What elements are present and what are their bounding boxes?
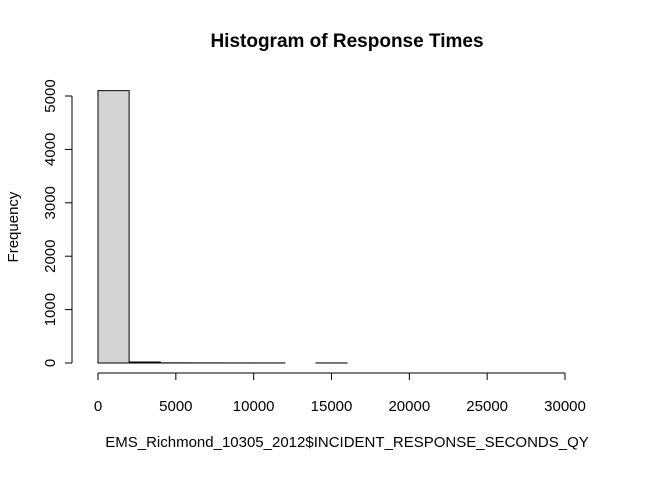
x-tick-label-0: 0 xyxy=(94,398,102,415)
y-tick-label-0: 0 xyxy=(42,359,59,367)
y-tick-label-5: 5000 xyxy=(42,79,59,112)
bars-layer xyxy=(98,91,347,363)
histogram-bar-0 xyxy=(98,91,129,363)
x-axis-label: EMS_Richmond_10305_2012$INCIDENT_RESPONS… xyxy=(105,434,589,451)
y-tick-label-3: 3000 xyxy=(42,186,59,219)
y-axis-label: Frequency xyxy=(5,191,22,262)
y-tick-label-2: 2000 xyxy=(42,240,59,273)
x-tick-label-4: 20000 xyxy=(388,398,430,415)
y-tick-label-1: 1000 xyxy=(42,293,59,326)
y-axis: 0 1000 2000 3000 4000 5000 xyxy=(42,79,72,367)
x-axis: 0 5000 10000 15000 20000 25000 30000 xyxy=(94,373,586,415)
x-tick-label-3: 15000 xyxy=(311,398,353,415)
y-tick-label-4: 4000 xyxy=(42,133,59,166)
x-tick-label-2: 10000 xyxy=(233,398,275,415)
x-tick-label-6: 30000 xyxy=(544,398,586,415)
histogram-bar-1 xyxy=(129,362,160,363)
x-tick-label-1: 5000 xyxy=(159,398,192,415)
x-tick-label-5: 25000 xyxy=(466,398,508,415)
chart-title: Histogram of Response Times xyxy=(210,31,483,52)
